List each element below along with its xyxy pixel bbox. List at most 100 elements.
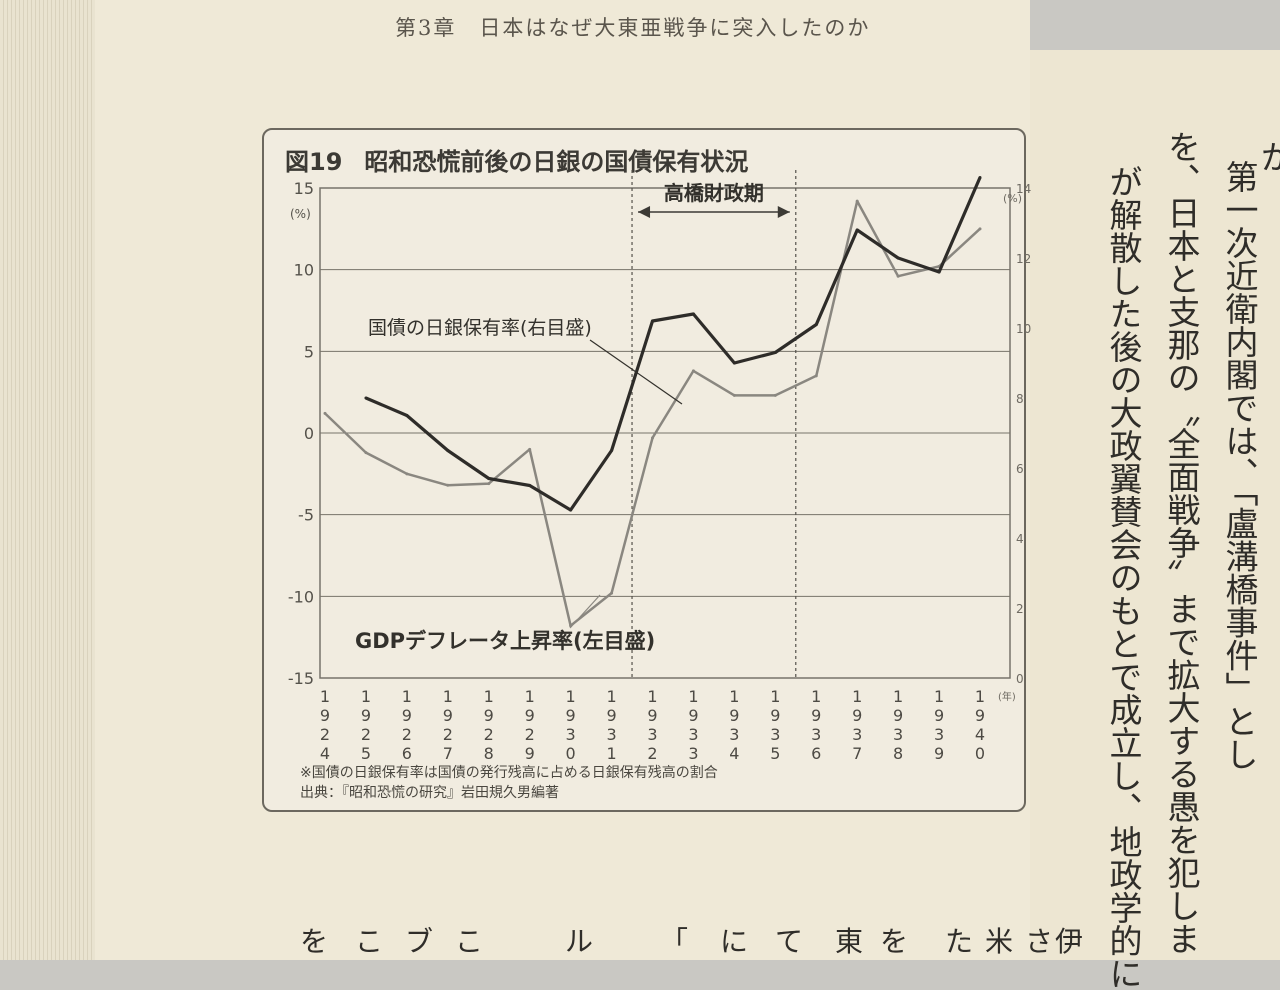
- x-tick-label: 9: [770, 706, 780, 725]
- series-point-0: [405, 414, 409, 417]
- right-tick-label: 6: [1016, 462, 1024, 476]
- x-tick-label: 1: [893, 687, 903, 706]
- x-tick-label: 9: [484, 706, 494, 725]
- x-tick-label: 4: [729, 744, 739, 763]
- x-tick-label: 8: [893, 744, 903, 763]
- x-tick-label: 3: [688, 744, 698, 763]
- series-point-1: [446, 483, 450, 487]
- x-axis-unit: (年): [998, 690, 1016, 703]
- series-point-1: [855, 199, 859, 203]
- x-tick-label: 6: [402, 744, 412, 763]
- body-line-fragment: か: [1255, 140, 1280, 173]
- x-tick-label: 1: [811, 687, 821, 706]
- series-point-0: [651, 319, 654, 323]
- left-tick-label: -15: [288, 669, 314, 688]
- left-tick-label: 10: [294, 261, 314, 280]
- right-tick-label: 2: [1016, 602, 1024, 616]
- x-tick-label: 1: [402, 687, 412, 706]
- series-point-0: [528, 484, 532, 487]
- body-line-1: 第一次近衛内閣では、「盧溝橋事件」とし: [1220, 160, 1259, 771]
- x-tick-label: 2: [647, 744, 657, 763]
- bottom-char: 米: [985, 925, 1014, 958]
- bottom-char: こ: [355, 925, 384, 958]
- x-tick-label: 9: [934, 706, 944, 725]
- x-tick-label: 9: [525, 706, 535, 725]
- figure-title: 図19 昭和恐慌前後の日銀の国債保有状況: [285, 142, 770, 177]
- bottom-char: を: [880, 925, 909, 958]
- figure-number: 図19: [285, 148, 343, 176]
- series-point-0: [732, 361, 736, 365]
- bottom-char: た: [945, 925, 974, 958]
- series-point-0: [978, 176, 982, 179]
- x-tick-label: 3: [893, 725, 903, 744]
- left-tick-label: 5: [304, 342, 314, 361]
- right-tick-label: 4: [1016, 532, 1024, 546]
- x-tick-label: 9: [606, 706, 616, 725]
- x-tick-label: 2: [443, 725, 453, 744]
- x-tick-label: 0: [975, 744, 985, 763]
- x-tick-label: 1: [525, 687, 535, 706]
- chart: 151050-5-10-15(%)14121086420(%)192419251…: [288, 170, 1031, 763]
- x-tick-label: 3: [606, 725, 616, 744]
- right-tick-label: 0: [1016, 672, 1024, 686]
- series-leader-1: [569, 594, 601, 629]
- bottom-char: に: [720, 925, 749, 958]
- x-tick-label: 9: [688, 706, 698, 725]
- x-tick-label: 9: [729, 706, 739, 725]
- x-tick-label: 3: [688, 725, 698, 744]
- body-line-2: を、日本と支那の〝全面戦争〟まで拡大する愚を犯しま: [1162, 130, 1201, 955]
- x-tick-label: 7: [443, 744, 453, 763]
- x-tick-label: 1: [320, 687, 330, 706]
- x-tick-label: 6: [811, 744, 821, 763]
- series-point-0: [937, 270, 941, 274]
- left-tick-label: 0: [304, 424, 314, 443]
- x-tick-label: 0: [566, 744, 576, 763]
- x-tick-label: 1: [484, 687, 494, 706]
- x-tick-label: 9: [852, 706, 862, 725]
- x-tick-label: 2: [402, 725, 412, 744]
- period-arrow-head-left: [638, 206, 651, 218]
- series-point-1: [651, 436, 654, 440]
- x-tick-label: 2: [525, 725, 535, 744]
- x-tick-label: 9: [525, 744, 535, 763]
- series-point-1: [323, 411, 327, 415]
- x-tick-label: 2: [361, 725, 371, 744]
- x-tick-label: 5: [770, 744, 780, 763]
- x-tick-label: 9: [934, 744, 944, 763]
- x-tick-label: 1: [566, 687, 576, 706]
- series-point-0: [814, 323, 818, 326]
- x-tick-label: 3: [647, 725, 657, 744]
- series-label-1: GDPデフレータ上昇率(左目盛): [355, 629, 655, 653]
- series-point-0: [773, 351, 777, 354]
- x-tick-label: 3: [566, 725, 576, 744]
- series-point-0: [569, 508, 573, 512]
- left-tick-label: 15: [294, 179, 314, 198]
- bottom-char: さ: [1025, 925, 1054, 958]
- x-tick-label: 9: [361, 706, 371, 725]
- right-axis-unit: (%): [1003, 192, 1022, 205]
- body-line-3: が解散した後の大政翼賛会のもとで成立し、地政学的に: [1104, 165, 1143, 990]
- x-tick-label: 9: [443, 706, 453, 725]
- right-tick-label: 10: [1016, 322, 1031, 336]
- x-tick-label: 3: [852, 725, 862, 744]
- x-tick-label: 7: [852, 744, 862, 763]
- running-head: 第3章 日本はなぜ大東亜戦争に突入したのか: [395, 16, 871, 40]
- figure-title-text: 昭和恐慌前後の日銀の国債保有状況: [364, 148, 749, 176]
- bottom-char: 東: [835, 925, 864, 958]
- series-point-0: [896, 256, 900, 260]
- x-tick-label: 8: [484, 744, 494, 763]
- series-point-1: [487, 482, 491, 486]
- x-tick-label: 9: [811, 706, 821, 725]
- x-tick-label: 9: [975, 706, 985, 725]
- figure-source: 出典：『昭和恐慌の研究』岩田規久男編著: [300, 785, 559, 801]
- left-tick-label: -10: [288, 587, 314, 606]
- x-tick-label: 9: [566, 706, 576, 725]
- bottom-char: こ: [455, 925, 484, 958]
- right-page: [1030, 50, 1280, 960]
- period-arrow-head-right: [777, 206, 790, 218]
- x-tick-label: 1: [975, 687, 985, 706]
- series-point-0: [691, 312, 695, 316]
- x-tick-label: 1: [606, 744, 616, 763]
- series-point-1: [691, 369, 695, 373]
- x-tick-label: 9: [893, 706, 903, 725]
